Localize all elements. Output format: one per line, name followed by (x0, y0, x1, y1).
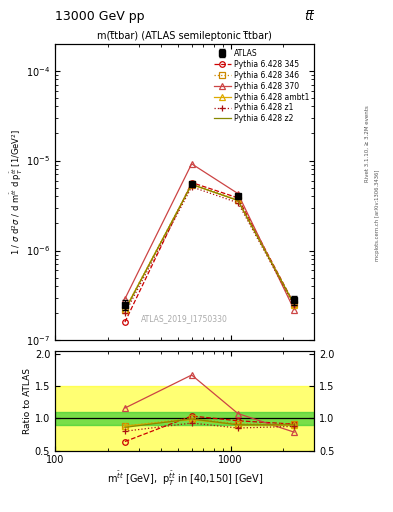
X-axis label: m$^{\bar{t}t}$ [GeV],  p$_T^{\bar{t}t}$ in [40,150] [GeV]: m$^{\bar{t}t}$ [GeV], p$_T^{\bar{t}t}$ i… (107, 470, 263, 488)
Text: Rivet 3.1.10, ≥ 3.2M events: Rivet 3.1.10, ≥ 3.2M events (365, 105, 370, 182)
Text: 13000 GeV pp: 13000 GeV pp (55, 10, 145, 23)
Text: tt̅: tt̅ (305, 10, 314, 23)
Text: ATLAS_2019_I1750330: ATLAS_2019_I1750330 (141, 314, 228, 323)
Bar (55, 412, 314, 425)
Legend: ATLAS, Pythia 6.428 345, Pythia 6.428 346, Pythia 6.428 370, Pythia 6.428 ambt1,: ATLAS, Pythia 6.428 345, Pythia 6.428 34… (212, 47, 310, 125)
Y-axis label: Ratio to ATLAS: Ratio to ATLAS (23, 368, 32, 434)
Y-axis label: 1 / $\sigma$ d$^2\sigma$ / d m$^{\bar{t}t}$ d p$_T^{\bar{t}t}$ [1/GeV$^2$]: 1 / $\sigma$ d$^2\sigma$ / d m$^{\bar{t}… (8, 129, 25, 255)
Text: mcplots.cern.ch [arXiv:1306.3436]: mcplots.cern.ch [arXiv:1306.3436] (375, 169, 380, 261)
Bar (55, 386, 314, 451)
Title: m(t̅tbar) (ATLAS semileptonic t̅tbar): m(t̅tbar) (ATLAS semileptonic t̅tbar) (97, 31, 272, 41)
